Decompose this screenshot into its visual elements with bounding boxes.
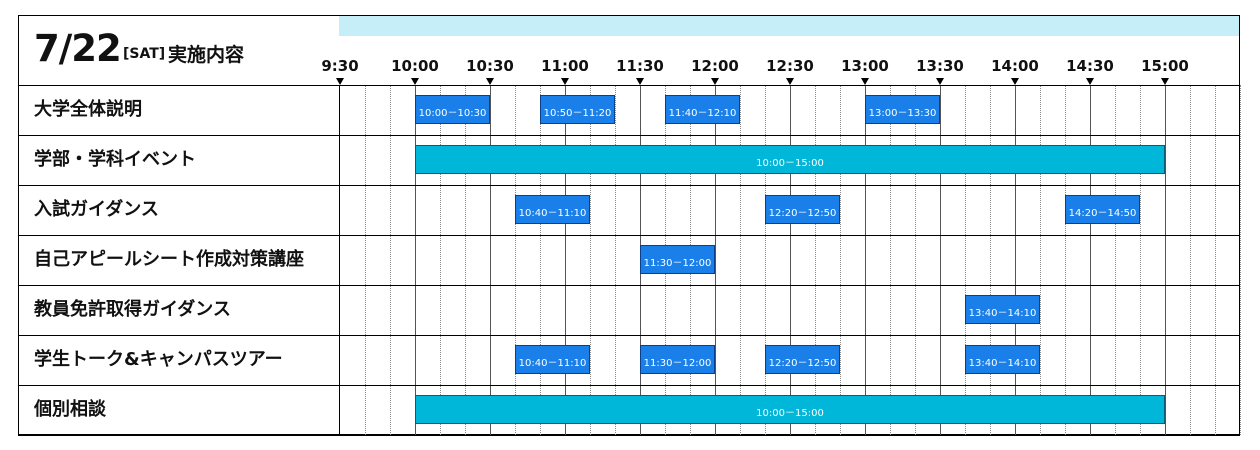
gridline-minor: [1240, 85, 1241, 435]
session-block[interactable]: 14:20－14:50: [1065, 195, 1140, 224]
row-label: 自己アピールシート作成対策講座: [34, 249, 304, 270]
gridline: [1015, 85, 1016, 435]
time-marker-icon: [636, 78, 644, 85]
gridline-minor: [765, 85, 766, 435]
time-label: 12:00: [691, 57, 739, 75]
time-label: 12:30: [766, 57, 814, 75]
row-divider: [18, 235, 1240, 236]
time-label: 11:00: [541, 57, 589, 75]
gridline-minor: [840, 85, 841, 435]
row-divider: [18, 435, 1240, 436]
event-date: 7/22: [34, 27, 122, 70]
gridline-minor: [990, 85, 991, 435]
gridline: [940, 85, 941, 435]
row-divider: [18, 285, 1240, 286]
gridline-minor: [815, 85, 816, 435]
session-block[interactable]: 11:30－12:00: [640, 245, 715, 274]
session-block[interactable]: 10:00－15:00: [415, 145, 1165, 174]
gridline-minor: [915, 85, 916, 435]
row-divider: [18, 385, 1240, 386]
gridline-minor: [1065, 85, 1066, 435]
session-block[interactable]: 10:50－11:20: [540, 95, 615, 124]
gridline-minor: [590, 85, 591, 435]
row-divider: [18, 335, 1240, 336]
session-block[interactable]: 11:40－12:10: [665, 95, 740, 124]
session-block[interactable]: 10:00－10:30: [415, 95, 490, 124]
time-label: 10:30: [466, 57, 514, 75]
gridline: [1090, 85, 1091, 435]
session-block[interactable]: 11:30－12:00: [640, 345, 715, 374]
gridline: [790, 85, 791, 435]
gridline-minor: [1140, 85, 1141, 435]
row-divider: [18, 135, 1240, 136]
label-column-divider: [339, 85, 340, 435]
gridline-minor: [965, 85, 966, 435]
time-label: 9:30: [321, 57, 359, 75]
time-marker-icon: [411, 78, 419, 85]
row-label: 個別相談: [34, 399, 106, 420]
gridline: [865, 85, 866, 435]
gridline: [490, 85, 491, 435]
time-label: 14:00: [991, 57, 1039, 75]
row-label: 大学全体説明: [34, 99, 142, 120]
event-day: [SAT]: [123, 46, 166, 62]
session-block[interactable]: 10:40－11:10: [515, 345, 590, 374]
session-block[interactable]: 10:00－15:00: [415, 395, 1165, 424]
gridline: [565, 85, 566, 435]
row-label: 学生トーク&キャンパスツアー: [34, 349, 283, 370]
row-label: 入試ガイダンス: [34, 199, 159, 220]
time-label: 14:30: [1066, 57, 1114, 75]
page-title: 実施内容: [168, 44, 245, 66]
time-marker-icon: [711, 78, 719, 85]
gridline-minor: [1040, 85, 1041, 435]
gridline-minor: [365, 85, 366, 435]
schedule-frame: [18, 15, 1240, 435]
row-divider: [18, 85, 1240, 86]
time-label: 13:00: [841, 57, 889, 75]
time-marker-icon: [1161, 78, 1169, 85]
gridline-minor: [515, 85, 516, 435]
time-marker-icon: [1011, 78, 1019, 85]
gridline-minor: [540, 85, 541, 435]
gridline-minor: [1115, 85, 1116, 435]
time-label: 15:00: [1141, 57, 1189, 75]
session-block[interactable]: 12:20－12:50: [765, 195, 840, 224]
time-marker-icon: [486, 78, 494, 85]
gridline-minor: [465, 85, 466, 435]
time-label: 10:00: [391, 57, 439, 75]
gridline: [715, 85, 716, 435]
session-block[interactable]: 10:40－11:10: [515, 195, 590, 224]
header-band: [339, 16, 1239, 36]
time-marker-icon: [561, 78, 569, 85]
gridline-minor: [1190, 85, 1191, 435]
session-block[interactable]: 13:40－14:10: [965, 345, 1040, 374]
time-label: 13:30: [916, 57, 964, 75]
gridline-minor: [890, 85, 891, 435]
row-label: 教員免許取得ガイダンス: [34, 299, 231, 320]
gridline-minor: [390, 85, 391, 435]
session-block[interactable]: 13:00－13:30: [865, 95, 940, 124]
time-marker-icon: [861, 78, 869, 85]
row-divider: [18, 185, 1240, 186]
gridline-minor: [615, 85, 616, 435]
gridline-minor: [740, 85, 741, 435]
session-block[interactable]: 12:20－12:50: [765, 345, 840, 374]
row-label: 学部・学科イベント: [34, 149, 196, 170]
session-block[interactable]: 13:40－14:10: [965, 295, 1040, 324]
gridline-minor: [440, 85, 441, 435]
time-marker-icon: [336, 78, 344, 85]
gridline: [415, 85, 416, 435]
time-label: 11:30: [616, 57, 664, 75]
time-marker-icon: [936, 78, 944, 85]
time-marker-icon: [1086, 78, 1094, 85]
time-marker-icon: [786, 78, 794, 85]
gridline: [1165, 85, 1166, 435]
gridline-minor: [1215, 85, 1216, 435]
